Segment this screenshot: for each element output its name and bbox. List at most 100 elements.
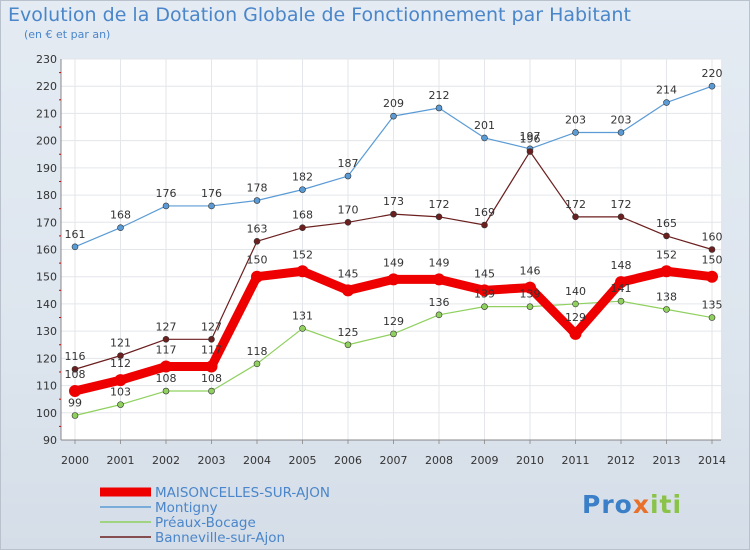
x-tick-label: 2003 — [198, 454, 226, 467]
point-maisoncelles-sur-ajon — [524, 281, 536, 294]
point-preaux-bocage — [481, 303, 488, 310]
data-label-banneville-sur-ajon: 169 — [474, 206, 495, 219]
point-banneville-sur-ajon — [435, 213, 443, 221]
point-preaux-bocage — [435, 311, 443, 319]
y-tick-label: 160 — [36, 244, 57, 257]
point-montigny — [617, 129, 625, 136]
data-label-preaux-bocage: 131 — [292, 309, 313, 322]
data-label-preaux-bocage: 139 — [520, 288, 541, 301]
data-label-preaux-bocage: 108 — [201, 372, 222, 385]
legend-label: Montigny — [155, 500, 218, 516]
point-preaux-bocage — [617, 297, 625, 305]
point-montigny — [344, 172, 352, 180]
y-tick-label: 220 — [36, 80, 57, 93]
data-label-banneville-sur-ajon: 163 — [247, 222, 268, 235]
x-tick-label: 2004 — [243, 454, 271, 467]
point-banneville-sur-ajon — [299, 224, 306, 232]
data-label-banneville-sur-ajon: 116 — [65, 350, 86, 363]
legend-label: Banneville-sur-Ajon — [155, 530, 285, 546]
point-maisoncelles-sur-ajon — [69, 385, 81, 398]
point-preaux-bocage — [299, 325, 306, 332]
point-banneville-sur-ajon — [526, 148, 534, 155]
data-label-maisoncelles-sur-ajon: 152 — [292, 248, 313, 261]
point-montigny — [208, 202, 215, 210]
data-label-maisoncelles-sur-ajon: 145 — [338, 267, 359, 280]
x-tick-label: 2007 — [380, 454, 408, 467]
axes: 90 100 110 120 130 140 150 160 170 180 190 200 210 22… — [36, 53, 726, 467]
data-label-montigny: 176 — [201, 187, 222, 200]
data-label-montigny: 203 — [565, 113, 586, 126]
data-label-banneville-sur-ajon: 172 — [429, 198, 450, 211]
point-banneville-sur-ajon — [117, 352, 124, 359]
point-maisoncelles-sur-ajon — [433, 273, 445, 286]
y-tick-label: 150 — [36, 271, 57, 284]
data-label-banneville-sur-ajon: 168 — [292, 209, 313, 222]
point-preaux-bocage — [663, 306, 670, 313]
point-banneville-sur-ajon — [71, 365, 79, 373]
point-montigny — [299, 186, 306, 193]
x-tick-label: 2013 — [653, 454, 681, 467]
point-montigny — [572, 129, 579, 136]
series-layer — [69, 82, 718, 419]
data-label-montigny: 212 — [429, 89, 450, 102]
data-label-montigny: 182 — [292, 171, 313, 184]
y-tick-label: 230 — [36, 53, 57, 66]
data-label-montigny: 161 — [65, 228, 86, 241]
point-montigny — [71, 243, 79, 251]
point-banneville-sur-ajon — [617, 213, 625, 221]
data-label-preaux-bocage: 108 — [156, 372, 177, 385]
data-label-montigny: 176 — [156, 187, 177, 200]
data-label-montigny: 220 — [702, 67, 723, 80]
point-preaux-bocage — [162, 387, 170, 395]
y-tick-label: 120 — [36, 352, 57, 365]
point-banneville-sur-ajon — [253, 238, 261, 245]
y-tick-label: 210 — [36, 107, 57, 120]
point-preaux-bocage — [253, 360, 261, 368]
point-maisoncelles-sur-ajon — [296, 265, 309, 278]
point-preaux-bocage — [71, 412, 79, 419]
x-tick-label: 2005 — [289, 454, 317, 467]
chart-title: Evolution de la Dotation Globale de Fonc… — [8, 4, 631, 26]
data-label-banneville-sur-ajon: 196 — [520, 133, 541, 146]
point-preaux-bocage — [572, 300, 579, 308]
point-maisoncelles-sur-ajon — [660, 265, 673, 278]
point-banneville-sur-ajon — [344, 218, 352, 226]
y-tick-label: 200 — [36, 135, 57, 148]
data-label-maisoncelles-sur-ajon: 108 — [65, 368, 86, 381]
data-label-banneville-sur-ajon: 170 — [338, 203, 359, 216]
x-tick-label: 2001 — [107, 454, 135, 467]
point-montigny — [162, 202, 170, 210]
data-label-banneville-sur-ajon: 165 — [656, 217, 677, 230]
legend-label: Préaux-Bocage — [155, 515, 256, 531]
point-montigny — [435, 104, 443, 112]
data-label-montigny: 168 — [110, 209, 131, 222]
data-label-maisoncelles-sur-ajon: 145 — [474, 267, 495, 280]
data-label-preaux-bocage: 135 — [702, 299, 723, 312]
data-label-montigny: 201 — [474, 119, 495, 132]
data-label-maisoncelles-sur-ajon: 148 — [611, 259, 632, 272]
x-tick-label: 2010 — [516, 454, 544, 467]
data-label-preaux-bocage: 103 — [110, 386, 131, 399]
grid — [61, 58, 721, 441]
x-tick-label: 2000 — [61, 454, 89, 467]
point-maisoncelles-sur-ajon — [706, 270, 718, 283]
data-label-preaux-bocage: 129 — [383, 315, 404, 328]
data-label-preaux-bocage: 140 — [565, 285, 586, 298]
data-labels: 161 168 176 176 178 182 187 209 212 201 197 203 203 2… — [65, 67, 723, 409]
data-label-montigny: 178 — [247, 182, 268, 195]
data-label-banneville-sur-ajon: 172 — [611, 198, 632, 211]
point-maisoncelles-sur-ajon — [114, 374, 127, 387]
data-label-preaux-bocage: 141 — [611, 282, 632, 295]
point-maisoncelles-sur-ajon — [342, 284, 354, 297]
point-preaux-bocage — [390, 330, 397, 338]
data-label-maisoncelles-sur-ajon: 149 — [383, 256, 404, 269]
data-label-montigny: 209 — [383, 97, 404, 110]
data-label-banneville-sur-ajon: 172 — [565, 198, 586, 211]
proxiti-logo: Proxiti — [582, 490, 683, 519]
point-maisoncelles-sur-ajon — [387, 273, 400, 286]
data-label-maisoncelles-sur-ajon: 146 — [520, 265, 541, 278]
point-preaux-bocage — [117, 401, 124, 408]
data-label-preaux-bocage: 118 — [247, 345, 268, 358]
point-banneville-sur-ajon — [708, 246, 716, 253]
x-tick-label: 2009 — [471, 454, 499, 467]
